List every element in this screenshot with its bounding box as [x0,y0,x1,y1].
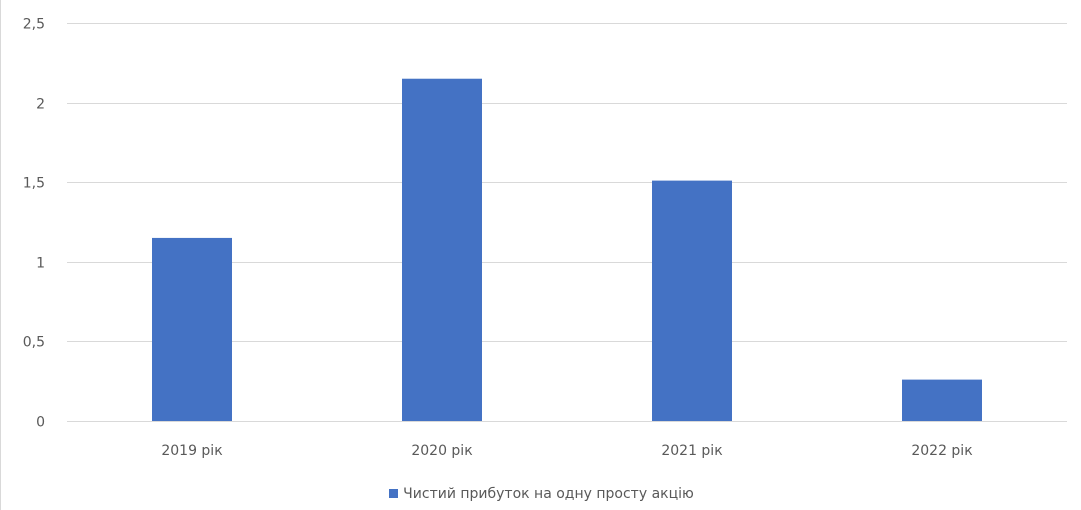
x-tick-label: 2019 рік [161,443,222,459]
legend-label: Чистий прибуток на одну просту акцію [403,486,694,502]
x-tick-label: 2022 рік [911,443,972,459]
x-tick-label: 2020 рік [411,443,472,459]
y-tick-label: 0 [36,415,45,431]
bar [652,180,732,421]
legend-swatch [389,489,399,498]
y-tick-label: 1 [36,256,45,272]
y-tick-label: 2,5 [23,17,45,33]
legend: Чистий прибуток на одну просту акцію [1,486,1081,502]
x-tick-label: 2021 рік [661,443,722,459]
y-tick-label: 1,5 [23,176,45,192]
y-tick-label: 0,5 [23,335,45,351]
bar [152,237,232,421]
bar [902,379,982,421]
y-tick-label: 2 [36,97,45,113]
bar [402,78,482,421]
chart-plot: 0 0,5 1 1,5 2 2,5 2019 рік 2020 рік 2021 рік 2022… [23,17,1067,459]
